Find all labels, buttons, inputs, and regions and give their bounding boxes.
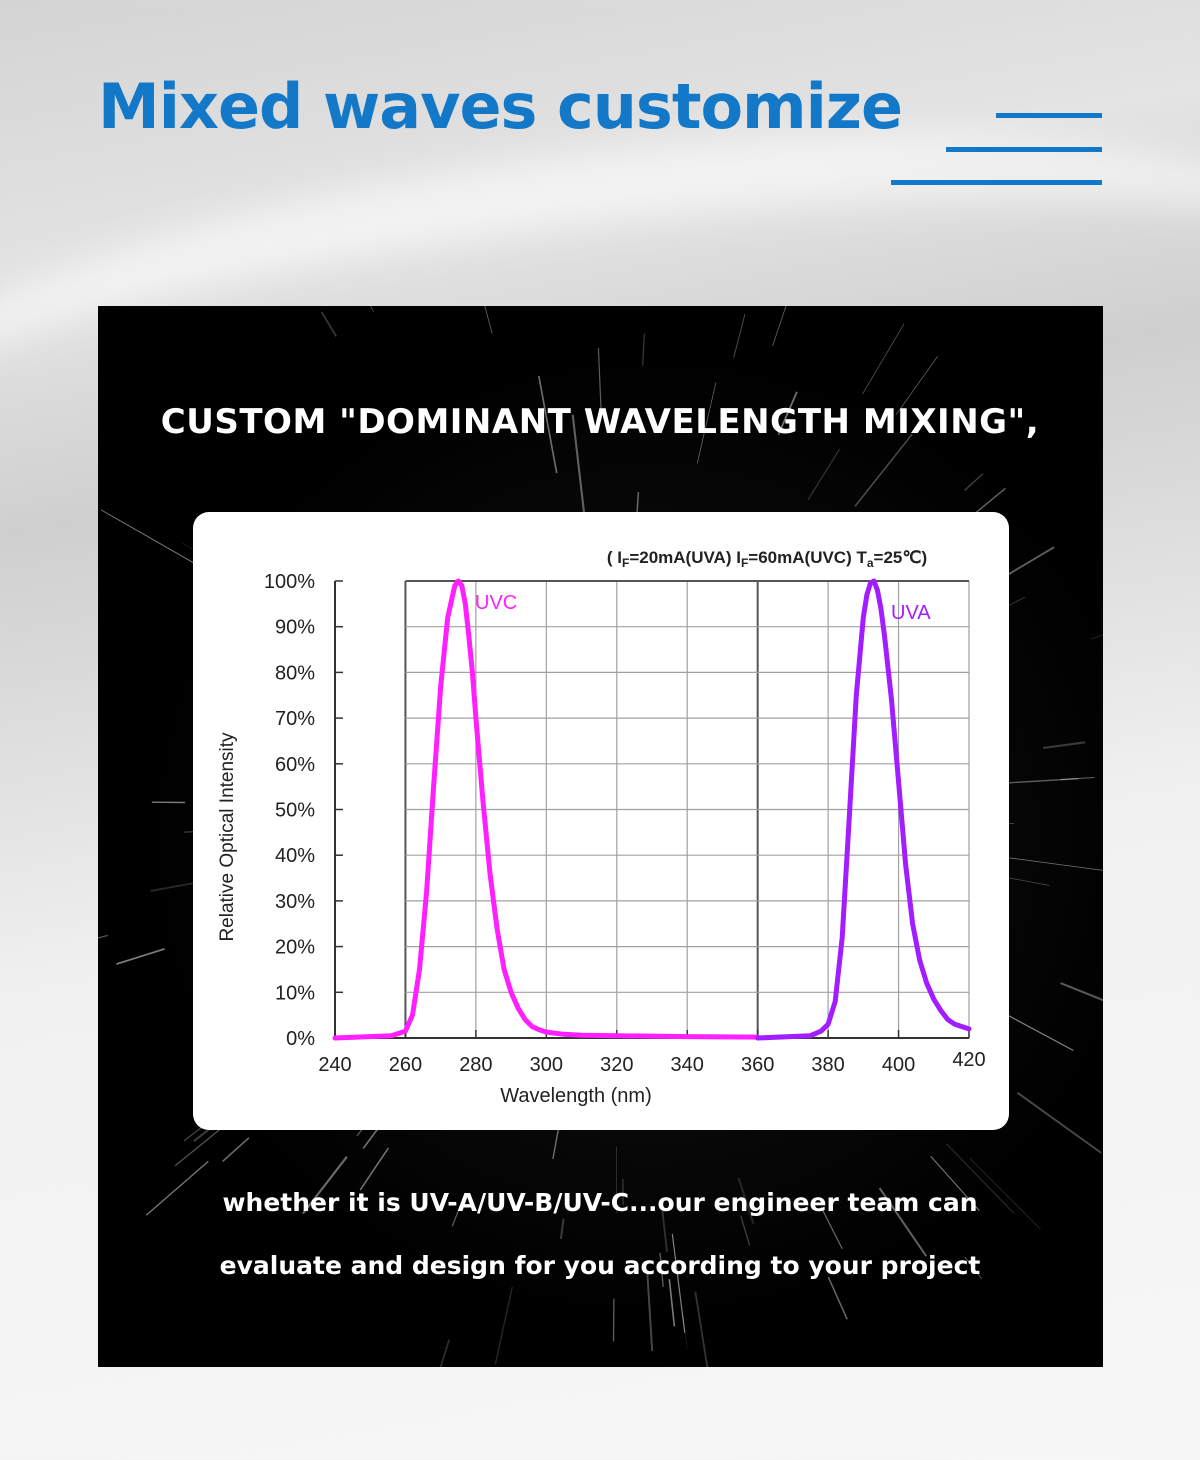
x-tick-label: 360	[741, 1054, 774, 1076]
light-ray	[668, 1279, 676, 1327]
light-ray	[1009, 857, 1103, 871]
panel-text-line1: whether it is UV-A/UV-B/UV-C...our engin…	[222, 1188, 978, 1217]
light-ray	[807, 449, 840, 501]
x-tick-label: 240	[318, 1054, 351, 1076]
light-ray	[964, 473, 984, 491]
light-ray	[896, 356, 938, 415]
chart-series	[332, 578, 972, 1041]
x-tick-label: 340	[671, 1054, 704, 1076]
light-ray	[222, 1137, 250, 1162]
light-ray	[439, 1339, 451, 1367]
y-tick-label: 0%	[286, 1028, 315, 1050]
light-ray	[694, 1291, 709, 1367]
y-tick-labels: 0% 10% 20% 30% 40% 50% 60% 70% 80% 90% 100%	[264, 571, 315, 1050]
light-ray	[772, 306, 787, 347]
light-ray	[1042, 741, 1086, 750]
light-ray	[1060, 982, 1103, 1002]
y-tick-label: 60%	[275, 754, 315, 776]
y-tick-label: 100%	[264, 571, 315, 593]
x-tick-labels: 240 260 280 300 320 340 360 380 400 420	[318, 1049, 985, 1076]
decor-line-middle	[946, 147, 1102, 152]
panel-heading: CUSTOM "DOMINANT WAVELENGTH MIXING",	[160, 402, 1040, 442]
light-ray	[116, 948, 165, 965]
light-ray	[740, 1215, 751, 1246]
y-tick-label: 10%	[275, 982, 315, 1004]
decor-line-top	[996, 113, 1102, 118]
light-ray	[827, 1276, 848, 1320]
y-tick-label: 90%	[275, 617, 315, 639]
series-line-uvc	[332, 578, 761, 1041]
x-tick-label: 400	[882, 1054, 915, 1076]
light-ray	[320, 311, 338, 337]
light-ray	[696, 382, 717, 464]
light-ray	[930, 1155, 980, 1212]
light-ray	[451, 1202, 463, 1227]
light-ray	[671, 1233, 686, 1333]
y-axis-label: Relative Optical Intensity	[217, 732, 238, 942]
light-ray	[597, 348, 602, 416]
chart-grid	[404, 580, 970, 1038]
light-ray	[854, 433, 913, 507]
x-tick-label: 260	[389, 1054, 422, 1076]
light-ray	[101, 509, 195, 564]
series-label-uvc: UVC	[475, 592, 517, 614]
light-ray	[946, 1143, 1015, 1214]
light-ray	[820, 1206, 843, 1249]
y-tick-label: 70%	[275, 708, 315, 730]
panel-text-line2: evaluate and design for you according to…	[219, 1251, 981, 1280]
light-ray	[359, 1147, 390, 1191]
light-ray	[862, 323, 905, 395]
light-ray	[494, 1286, 513, 1365]
light-ray	[777, 391, 798, 435]
x-tick-label: 300	[530, 1054, 563, 1076]
light-ray	[964, 1256, 982, 1280]
y-tick-label: 50%	[275, 800, 315, 822]
light-ray	[484, 306, 493, 334]
light-ray	[1016, 1091, 1102, 1154]
light-ray	[659, 1252, 664, 1287]
x-tick-label: 420	[952, 1049, 985, 1071]
light-ray	[660, 1202, 668, 1252]
page-title: Mixed waves customize	[98, 70, 903, 143]
light-ray	[969, 1157, 1041, 1230]
light-ray	[733, 314, 746, 358]
light-ray	[302, 1156, 348, 1215]
light-ray	[145, 1160, 209, 1216]
decor-line-bottom	[891, 180, 1102, 185]
light-ray	[1090, 634, 1103, 640]
y-tick-label: 20%	[275, 937, 315, 959]
chart-card: 240 260 280 300 320 340 360 380 400 420 0% 10% 20% 3…	[193, 512, 1009, 1130]
light-ray	[737, 1177, 755, 1225]
light-ray	[571, 414, 586, 518]
y-tick-label: 40%	[275, 845, 315, 867]
light-ray	[537, 375, 558, 474]
light-ray	[878, 1187, 928, 1257]
y-tick-label: 30%	[275, 891, 315, 913]
series-label-uva: UVA	[891, 602, 931, 624]
series-line-uva	[755, 578, 972, 1041]
x-tick-label: 320	[600, 1054, 633, 1076]
light-ray	[646, 1274, 654, 1351]
x-tick-label: 280	[459, 1054, 492, 1076]
spectrum-chart: 240 260 280 300 320 340 360 380 400 420 0% 10% 20% 3…	[217, 548, 986, 1107]
light-ray	[370, 306, 374, 312]
y-tick-label: 80%	[275, 662, 315, 684]
light-ray	[98, 934, 109, 939]
light-ray	[1060, 777, 1095, 780]
light-ray	[559, 1218, 565, 1240]
light-ray	[641, 333, 646, 366]
chart-conditions: ( IF=20mA(UVA) IF=60mA(UVC) Ta=25℃)	[607, 548, 927, 570]
x-axis-label: Wavelength (nm)	[500, 1085, 652, 1107]
x-tick-label: 380	[811, 1054, 844, 1076]
